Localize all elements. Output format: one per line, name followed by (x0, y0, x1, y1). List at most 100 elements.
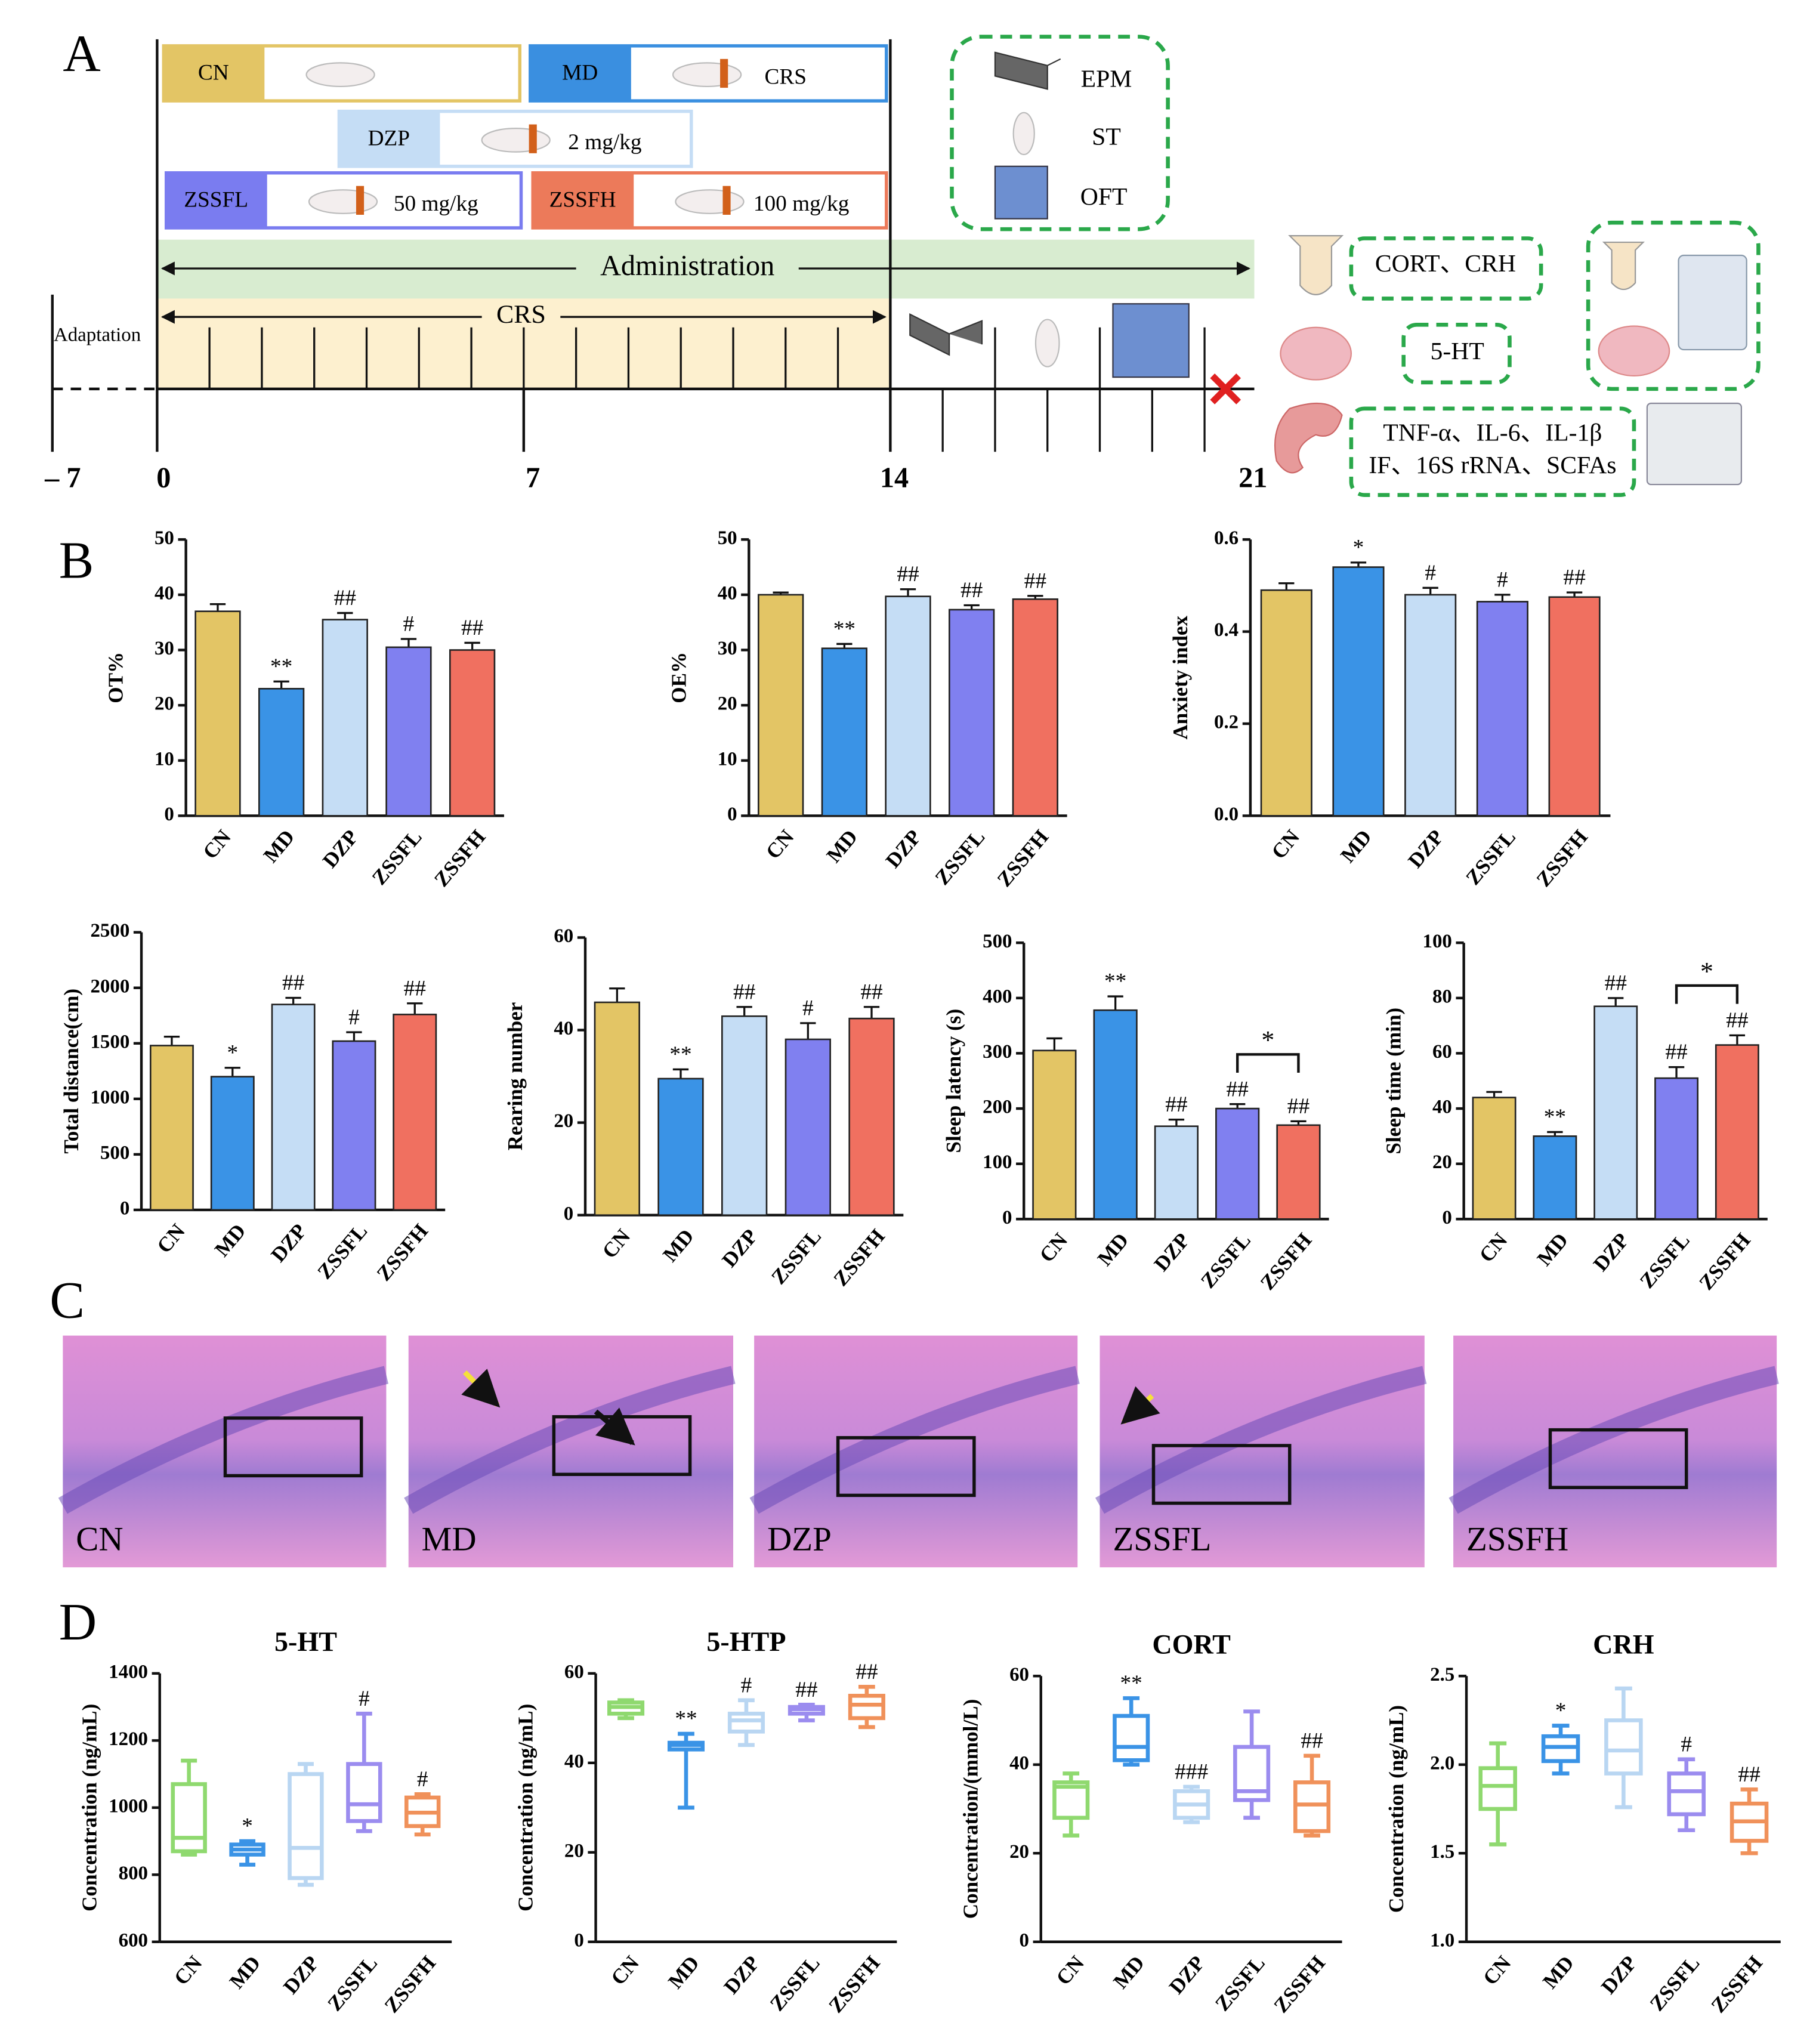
bar (821, 647, 867, 817)
crs-label: CRS (496, 300, 546, 329)
x-tick-label: MD (1336, 825, 1376, 867)
assay-label: CORT、CRH (1375, 250, 1516, 277)
bar (1012, 598, 1058, 817)
bar (210, 1076, 255, 1211)
significance-label: ## (404, 976, 426, 1001)
y-axis-label: Anxiety index (1169, 615, 1192, 739)
mouse-icon (672, 62, 742, 88)
instrument-box (1586, 220, 1761, 391)
box (1667, 1771, 1706, 1817)
box (727, 1712, 765, 1734)
histology-label: DZP (767, 1520, 832, 1558)
brain-icon (1598, 325, 1670, 377)
panel-label: D (59, 1593, 97, 1651)
x-tick-label: DZP (279, 1952, 323, 1999)
x-tick-label: CN (606, 1952, 643, 1990)
y-tick-label: 40 (1009, 1752, 1029, 1774)
box (346, 1762, 382, 1823)
y-tick-label: 600 (119, 1929, 148, 1951)
bar (949, 609, 995, 817)
comparison-label: * (1261, 1026, 1274, 1055)
chart: 0 10 20 30 40 50 OE% CN MD DZP ZSSFL ZSSFH ** ## ## ## (667, 527, 1067, 891)
significance-label: ## (1287, 1094, 1310, 1119)
epm-icon (909, 313, 983, 356)
bar (1476, 601, 1528, 817)
chart: 0 20 40 60 Concentration (ng/mL) 5-HTP CN MD DZP… (514, 1626, 897, 2017)
y-tick-label: 30 (155, 638, 174, 659)
y-tick-label: 0 (727, 804, 737, 825)
test-box (950, 35, 1170, 231)
histology-image (754, 1335, 1078, 1568)
x-tick-label: ZSSFL (1645, 1952, 1704, 2015)
histology-label: CN (76, 1520, 123, 1558)
significance-label: ** (1104, 969, 1126, 994)
y-tick-label: 2.5 (1430, 1664, 1454, 1685)
bar (332, 1040, 376, 1211)
x-tick-label: ZSSFL (367, 825, 427, 889)
significance-label: * (1555, 1699, 1567, 1723)
x-tick-label: ZSSFH (1256, 1228, 1316, 1294)
mouse-icon (305, 62, 375, 88)
x-tick-label: DZP (718, 1225, 762, 1272)
x-tick-label: ZSSFH (1707, 1952, 1767, 2017)
y-tick-label: 0 (164, 804, 174, 825)
y-tick-label: 10 (718, 748, 737, 770)
arrow (461, 1369, 501, 1408)
y-tick-label: 20 (1432, 1151, 1452, 1173)
significance-label: ** (669, 1042, 691, 1067)
bar (848, 1017, 895, 1216)
bar (449, 649, 496, 817)
adaptation-label: Adaptation (54, 325, 141, 346)
y-tick-label: 200 (983, 1097, 1012, 1118)
test-label: ST (1092, 123, 1121, 150)
significance-label: ## (1738, 1762, 1760, 1787)
significance-label: ** (1120, 1671, 1142, 1696)
arrow (594, 1407, 635, 1446)
significance-label: ** (833, 617, 856, 641)
y-axis-label: Concentration (ng/mL) (514, 1704, 538, 1912)
bar (1032, 1049, 1077, 1220)
syringe-icon (722, 186, 731, 215)
y-axis-label: OE% (667, 652, 690, 703)
administration-label: Administration (600, 250, 774, 282)
chart: 0 100 200 300 400 500 Sleep latency (s) CN MD DZP… (942, 931, 1329, 1295)
y-tick-label: 20 (1009, 1841, 1029, 1863)
significance-label: ## (960, 578, 983, 603)
syringe-icon (720, 58, 728, 88)
significance-label: ## (461, 616, 483, 640)
y-tick-label: 60 (1009, 1664, 1029, 1685)
bar (1548, 596, 1601, 817)
day-label: 14 (880, 462, 909, 494)
syringe-icon (529, 124, 537, 153)
bar (785, 1038, 831, 1216)
chart-title: 5-HT (274, 1626, 337, 1657)
bar (1215, 1107, 1260, 1220)
significance-label: ## (856, 1660, 878, 1684)
instrument-icon (1646, 402, 1743, 486)
x-tick-label: ZSSFL (931, 825, 990, 889)
test-label: OFT (1080, 183, 1128, 211)
y-axis-label: Concentration (ng/mL) (1385, 1705, 1408, 1913)
x-tick-label: ZSSFL (323, 1952, 382, 2015)
y-tick-label: 1000 (90, 1086, 129, 1108)
panel-a: CN MD CRS DZP 2 mg/kg ZSSFL 50 mg/kg ZSSFH 100 m… (44, 35, 1761, 497)
group-note: 50 mg/kg (394, 192, 478, 216)
significance-label: ## (860, 980, 882, 1004)
significance-label: * (242, 1814, 253, 1839)
chart: 0.0 0.2 0.4 0.6 Anxiety index CN MD DZP ZSSFL ZSS… (1169, 527, 1611, 891)
x-tick-label: ZSSFL (313, 1219, 372, 1283)
bar (1533, 1135, 1577, 1220)
x-tick-label: ZSSFH (380, 1952, 440, 2017)
x-tick-label: CN (1478, 1952, 1515, 1990)
comparison-bracket (1236, 1053, 1300, 1073)
x-tick-label: DZP (1404, 825, 1449, 872)
chart-title: 5-HTP (706, 1626, 786, 1657)
y-tick-label: 40 (1432, 1097, 1452, 1118)
significance-label: # (417, 1767, 428, 1792)
box (171, 1782, 207, 1854)
x-tick-label: CN (761, 825, 798, 863)
x-tick-label: ZSSFH (1270, 1952, 1330, 2017)
mouse-icon (1012, 112, 1035, 156)
y-tick-label: 500 (983, 931, 1012, 952)
y-tick-label: 1.0 (1430, 1929, 1454, 1951)
